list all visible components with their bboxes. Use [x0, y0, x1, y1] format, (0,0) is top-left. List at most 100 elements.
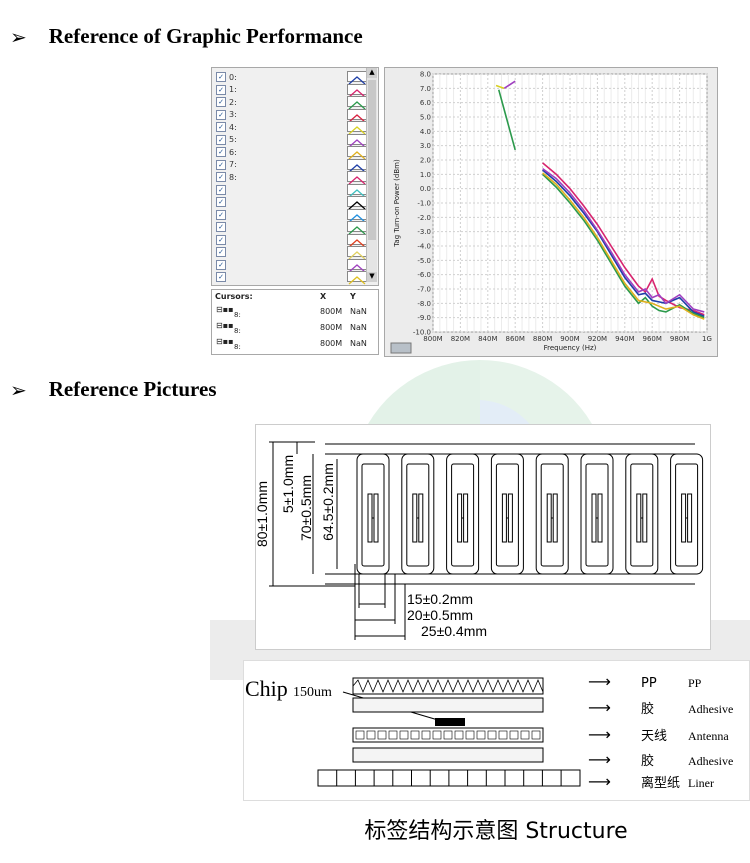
legend-item[interactable]: ✓ 7:	[216, 159, 237, 171]
antenna-outline	[540, 463, 564, 567]
legend-item[interactable]: ✓ 4:	[216, 121, 237, 133]
cursor-y: NaN	[350, 323, 367, 332]
checkbox-icon[interactable]: ✓	[216, 234, 226, 245]
legend-item[interactable]: ✓	[216, 209, 229, 221]
x-tick-label: 840M	[478, 335, 497, 343]
checkbox-icon[interactable]: ✓	[216, 184, 226, 195]
y-tick-label: 2.0	[420, 157, 431, 165]
antenna-outline	[406, 463, 430, 567]
legend-swatch[interactable]	[347, 221, 367, 235]
checkbox-icon[interactable]: ✓	[216, 72, 226, 82]
legend-swatch[interactable]	[347, 208, 367, 222]
dim-645: 64.5±0.2mm	[320, 463, 336, 541]
layer-label-cn: 胶	[641, 753, 654, 769]
x-tick-label: 980M	[670, 335, 689, 343]
legend-item-label: 7:	[229, 160, 237, 169]
checkbox-icon[interactable]: ✓	[216, 109, 226, 120]
chip-size: 150um	[293, 685, 332, 700]
legend-swatch[interactable]	[347, 246, 367, 260]
checkbox-icon[interactable]: ✓	[216, 272, 226, 282]
series-line	[497, 89, 516, 151]
scroll-up-icon[interactable]: ▲	[367, 68, 377, 78]
checkbox-icon[interactable]: ✓	[216, 97, 226, 107]
x-tick-label: 1G	[702, 335, 712, 343]
legend-item-label: 2:	[229, 97, 237, 107]
legend-item[interactable]: ✓ 5:	[216, 134, 237, 146]
legend-item[interactable]: ✓ 6:	[216, 146, 237, 158]
label-outline	[446, 453, 480, 575]
structure-caption: 标签结构示意图 Structure	[364, 819, 627, 844]
legend-swatch[interactable]	[347, 183, 367, 197]
y-tick-label: -1.0	[417, 200, 431, 208]
y-tick-label: -6.0	[417, 271, 431, 279]
legend-item[interactable]: ✓	[216, 259, 229, 271]
legend-swatch[interactable]	[347, 146, 367, 160]
x-tick-label: 860M	[505, 335, 524, 343]
arrow-icon: ⟶	[588, 698, 611, 717]
cursor-x: 800M	[320, 307, 343, 316]
layer-label-cn: 胶	[641, 701, 654, 717]
legend-item[interactable]: ✓ 8:	[216, 171, 237, 183]
y-tick-label: -9.0	[417, 314, 431, 322]
cursor-marker-icon: ⊟▪▪	[216, 337, 234, 346]
legend-swatch[interactable]	[347, 133, 367, 147]
legend-item-label: 1:	[229, 85, 237, 94]
legend-item[interactable]: ✓	[216, 221, 229, 233]
arrow-bullet-icon: ➢	[10, 377, 27, 402]
legend-swatch[interactable]	[347, 83, 367, 97]
y-tick-label: -5.0	[417, 257, 431, 265]
legend-item[interactable]: ✓	[216, 196, 229, 208]
heading-text: Reference of Graphic Performance	[48, 24, 363, 48]
legend-swatch[interactable]	[347, 71, 367, 85]
layer-label-en: Antenna	[688, 729, 729, 743]
legend-item[interactable]: ✓ 1:	[216, 84, 237, 96]
cursors-panel: Cursors: X Y ⊟▪▪ 8: 800M NaN ⊟▪▪ 8: 800M NaN ⊟▪▪…	[211, 289, 379, 355]
legend-item[interactable]: ✓ 3:	[216, 109, 237, 121]
legend-swatch[interactable]	[347, 233, 367, 247]
scroll-down-icon[interactable]: ▼	[367, 272, 377, 282]
legend-swatch[interactable]	[347, 171, 367, 185]
legend-swatch[interactable]	[347, 121, 367, 135]
legend-swatch[interactable]	[347, 271, 367, 285]
legend-swatch[interactable]	[347, 258, 367, 272]
checkbox-icon[interactable]: ✓	[216, 84, 226, 95]
cursor-row[interactable]: ⊟▪▪ 8: 800M NaN	[212, 304, 378, 320]
cursor-marker-icon: ⊟▪▪	[216, 305, 234, 314]
legend-item[interactable]: ✓	[216, 271, 229, 283]
checkbox-icon[interactable]: ✓	[216, 134, 226, 145]
layer-label-en: Adhesive	[688, 754, 733, 768]
cursor-name: 8:	[234, 311, 241, 319]
dim-5: 5±1.0mm	[280, 455, 296, 513]
legend-item[interactable]: ✓	[216, 234, 229, 246]
checkbox-icon[interactable]: ✓	[216, 147, 226, 157]
legend-item-label: 6:	[229, 147, 237, 157]
legend-item[interactable]: ✓	[216, 246, 229, 258]
cursor-row[interactable]: ⊟▪▪ 8: 800M NaN	[212, 336, 378, 352]
checkbox-icon[interactable]: ✓	[216, 222, 226, 232]
legend-item[interactable]: ✓ 0:	[216, 71, 237, 83]
checkbox-icon[interactable]: ✓	[216, 209, 226, 220]
legend-swatch[interactable]	[347, 196, 367, 210]
checkbox-icon[interactable]: ✓	[216, 259, 226, 270]
dim-25: 25±0.4mm	[421, 623, 487, 639]
cursor-y: NaN	[350, 307, 367, 316]
checkbox-icon[interactable]: ✓	[216, 172, 226, 182]
legend-scrollbar[interactable]: ▲ ▼	[366, 68, 377, 282]
checkbox-icon[interactable]: ✓	[216, 122, 226, 132]
legend-swatch[interactable]	[347, 158, 367, 172]
graph-palette-icon[interactable]	[390, 342, 412, 354]
cursor-row[interactable]: ⊟▪▪ 8: 800M NaN	[212, 320, 378, 336]
legend-swatch[interactable]	[347, 108, 367, 122]
scroll-thumb[interactable]	[368, 80, 376, 240]
legend-item[interactable]: ✓ 2:	[216, 96, 237, 108]
cursor-col-x: X	[320, 292, 327, 301]
legend-swatch[interactable]	[347, 96, 367, 110]
arrow-bullet-icon: ➢	[10, 24, 27, 49]
legend-item-label: 0:	[229, 72, 237, 82]
checkbox-icon[interactable]: ✓	[216, 197, 226, 207]
legend-item[interactable]: ✓	[216, 184, 229, 196]
checkbox-icon[interactable]: ✓	[216, 247, 226, 257]
checkbox-icon[interactable]: ✓	[216, 159, 226, 170]
section-heading-graphic: ➢ Reference of Graphic Performance	[10, 24, 363, 49]
chart-panel: 800M 820M 840M 860M 880M 900M 920M 940M 960M 980M…	[384, 67, 718, 357]
